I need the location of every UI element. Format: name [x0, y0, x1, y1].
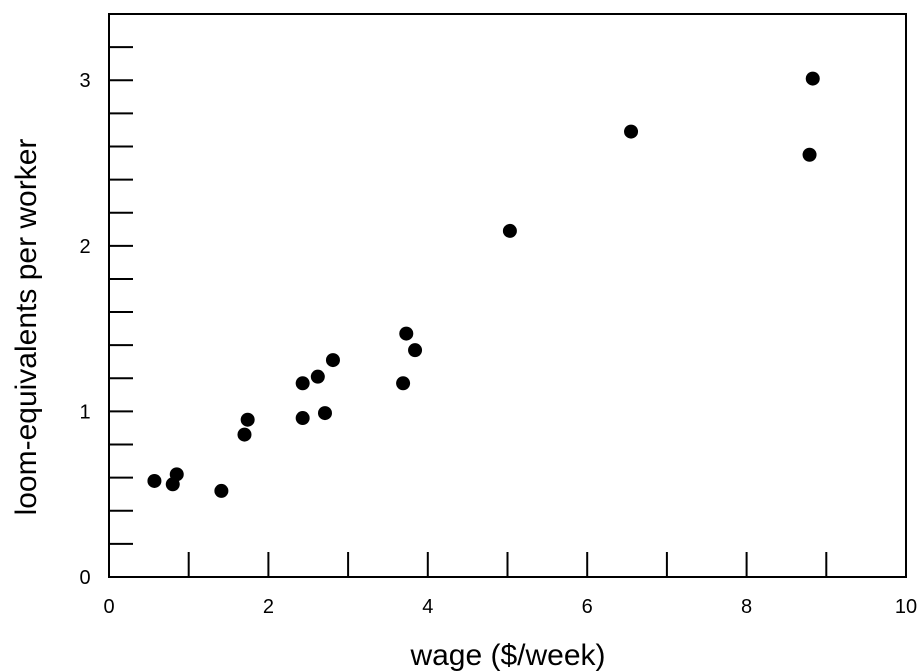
data-point-6: [240, 412, 255, 427]
data-point-15: [502, 223, 517, 238]
data-point-8: [295, 376, 310, 391]
x-tick-label: 4: [422, 596, 433, 618]
y-tick-label: 2: [79, 236, 90, 258]
data-point-3: [169, 467, 184, 482]
y-axis-title: loom-equivalents per worker: [10, 139, 43, 516]
y-tick-label: 3: [79, 70, 90, 92]
x-tick-label: 10: [895, 596, 917, 618]
data-point-1: [147, 473, 162, 488]
y-tick-label: 0: [79, 567, 90, 589]
data-point-12: [396, 376, 411, 391]
data-point-16: [624, 124, 639, 139]
x-tick-label: 8: [741, 596, 752, 618]
data-point-13: [399, 326, 414, 341]
x-axis-title: wage ($/week): [409, 639, 605, 671]
x-tick-label: 6: [582, 596, 593, 618]
data-point-4: [214, 483, 229, 498]
y-tick-label: 1: [79, 401, 90, 423]
data-point-14: [408, 343, 423, 358]
data-point-7: [295, 411, 310, 426]
data-point-9: [310, 369, 325, 384]
x-tick-label: 2: [263, 596, 274, 618]
data-point-18: [805, 71, 820, 86]
plot-frame: [108, 13, 907, 578]
data-point-5: [237, 427, 252, 442]
data-point-10: [317, 406, 332, 421]
x-tick-label: 0: [103, 596, 114, 618]
data-point-17: [802, 147, 817, 162]
data-point-11: [325, 353, 340, 368]
